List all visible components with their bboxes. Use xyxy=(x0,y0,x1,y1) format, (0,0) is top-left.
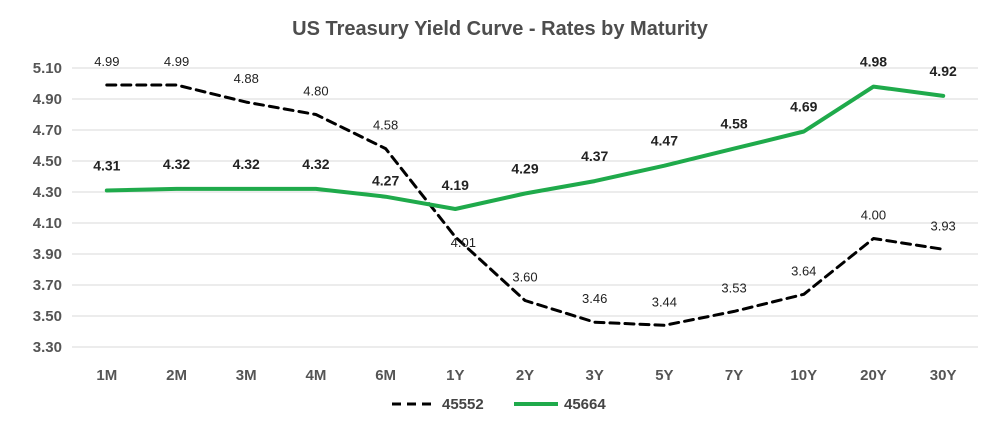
x-tick-label: 2M xyxy=(166,367,187,384)
data-label: 4.88 xyxy=(234,71,259,86)
data-label: 4.32 xyxy=(302,156,329,172)
data-label: 4.27 xyxy=(372,173,399,189)
y-tick-label: 4.10 xyxy=(33,215,62,232)
series-lines xyxy=(104,83,946,327)
x-tick-label: 1Y xyxy=(446,367,464,384)
data-label: 4.99 xyxy=(94,54,119,69)
data-label: 4.58 xyxy=(373,118,398,133)
data-label: 3.93 xyxy=(930,218,955,233)
data-label: 4.32 xyxy=(233,156,260,172)
data-label: 4.37 xyxy=(581,148,608,164)
y-tick-label: 3.70 xyxy=(33,277,62,294)
data-label: 3.60 xyxy=(512,270,537,285)
x-tick-label: 7Y xyxy=(725,367,743,384)
x-tick-label: 6M xyxy=(375,367,396,384)
y-tick-label: 4.50 xyxy=(33,153,62,170)
y-tick-label: 3.30 xyxy=(33,339,62,356)
x-axis-ticks: 1M 2M 3M 4M 6M 1Y 2Y 3Y 5Y 7Y 10Y 20Y 30Y xyxy=(96,367,956,384)
data-label: 4.29 xyxy=(511,161,538,177)
data-label: 4.58 xyxy=(720,116,747,132)
x-tick-label: 2Y xyxy=(516,367,534,384)
y-tick-label: 3.50 xyxy=(33,308,62,325)
y-tick-label: 5.10 xyxy=(33,60,62,77)
data-label: 3.46 xyxy=(582,291,607,306)
data-label: 4.99 xyxy=(164,54,189,69)
data-label: 4.47 xyxy=(651,133,678,149)
y-axis-ticks: 3.30 3.50 3.70 3.90 4.10 4.30 4.50 4.70 4.90 5.10 xyxy=(33,60,62,356)
x-tick-label: 3M xyxy=(236,367,257,384)
chart-title: US Treasury Yield Curve - Rates by Matur… xyxy=(292,18,709,40)
data-label: 3.53 xyxy=(721,280,746,295)
data-label: 4.31 xyxy=(93,157,120,173)
data-label: 4.69 xyxy=(790,99,817,115)
data-label: 4.00 xyxy=(861,208,886,223)
x-tick-label: 5Y xyxy=(655,367,673,384)
x-tick-label: 10Y xyxy=(790,367,817,384)
series-line-45664 xyxy=(104,84,946,211)
data-label: 3.44 xyxy=(652,294,677,309)
x-tick-label: 30Y xyxy=(930,367,957,384)
x-tick-label: 3Y xyxy=(586,367,604,384)
y-tick-label: 3.90 xyxy=(33,246,62,263)
data-label: 3.64 xyxy=(791,263,816,278)
data-label: 4.98 xyxy=(860,54,887,70)
x-tick-label: 1M xyxy=(96,367,117,384)
legend-label: 45552 xyxy=(442,396,484,413)
y-tick-label: 4.70 xyxy=(33,122,62,139)
x-tick-label: 4M xyxy=(306,367,327,384)
y-tick-label: 4.30 xyxy=(33,184,62,201)
x-tick-label: 20Y xyxy=(860,367,887,384)
data-label: 4.92 xyxy=(930,63,957,79)
legend: 45552 45664 xyxy=(392,396,606,413)
data-labels: 4.99 4.99 4.88 4.80 4.58 4.01 3.60 3.46 3.44 3.53… xyxy=(93,54,957,310)
data-label: 4.80 xyxy=(303,84,328,99)
legend-label: 45664 xyxy=(564,396,606,413)
y-tick-label: 4.90 xyxy=(33,91,62,108)
data-label: 4.19 xyxy=(442,177,469,193)
data-label: 4.01 xyxy=(451,235,476,250)
gridlines xyxy=(72,67,978,348)
data-label: 4.32 xyxy=(163,156,190,172)
